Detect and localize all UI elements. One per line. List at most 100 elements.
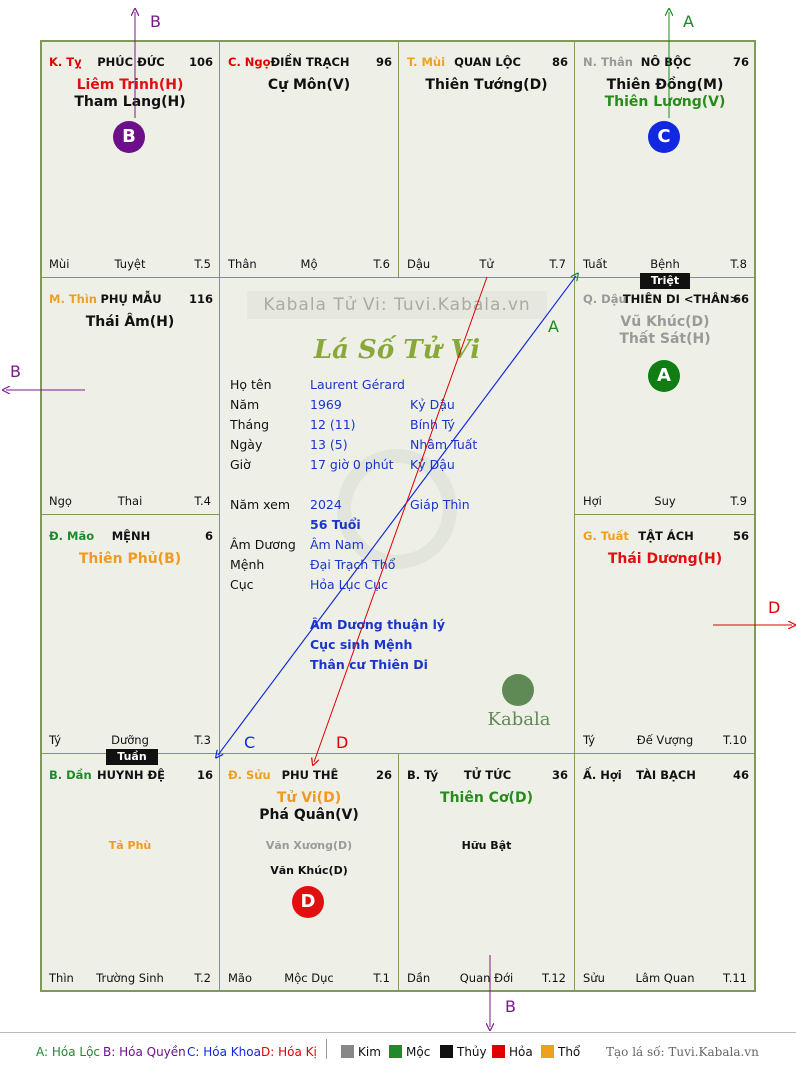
moc-label: Mộc — [406, 1045, 431, 1059]
minor-star: Tả Phù — [108, 839, 152, 852]
legend-thuy: Thủy — [440, 1045, 487, 1059]
age-label: T.12 — [542, 971, 566, 985]
palace-number: 116 — [188, 292, 213, 306]
legend-hoa-quyen: B: Hóa Quyền — [103, 1045, 186, 1059]
palace-number: 26 — [375, 768, 392, 782]
major-star: Tham Lang(H) — [74, 94, 186, 110]
major-star: Thất Sát(H) — [619, 331, 711, 347]
minor-star: Văn Xương(D) — [265, 839, 353, 852]
kim-swatch — [341, 1045, 354, 1058]
life-stage: Mộ — [300, 257, 318, 271]
age-label: T.11 — [723, 971, 747, 985]
can-chi: B. Tý — [407, 768, 439, 782]
arrow-label-b-left: B — [10, 362, 21, 381]
note-1: Âm Dương thuận lý — [310, 617, 446, 632]
legend-hoa-ki: D: Hóa Kị — [261, 1045, 317, 1059]
thuy-swatch — [440, 1045, 453, 1058]
life-stage: Suy — [654, 494, 676, 508]
palace-name: TÀI BẠCH — [636, 768, 696, 782]
arrow-c-diagonal — [218, 275, 577, 755]
life-stage: Dưỡng — [111, 733, 149, 747]
info-label: Giờ — [230, 457, 251, 472]
legend-tho: Thổ — [541, 1045, 580, 1059]
can-chi: Đ. Mão — [49, 529, 95, 543]
legend-moc: Mộc — [389, 1045, 430, 1059]
note-3: Thân cư Thiên Di — [310, 657, 428, 672]
major-star: Thiên Lương(V) — [604, 94, 726, 110]
palace-name: PHÚC ĐỨC — [97, 55, 165, 69]
palace-name: QUAN LỘC — [454, 55, 521, 69]
legend: A: Hóa Lộc B: Hóa Quyền C: Hóa Khoa D: H… — [0, 1032, 796, 1071]
chi-label: Ngọ — [49, 494, 72, 508]
chi-label: Dần — [407, 971, 431, 985]
can-chi: K. Tỵ — [49, 55, 82, 69]
info-label: Ngày — [230, 437, 263, 452]
chi-label: Tý — [49, 733, 62, 747]
hoa-loc-badge: A — [648, 360, 680, 392]
site-link[interactable]: Tạo lá số: Tuvi.Kabala.vn — [606, 1045, 759, 1059]
info-value: 12 (11) — [310, 417, 356, 432]
palace-tai-bach[interactable]: Ấ. Hợi TÀI BẠCH 46 Sửu Lâm Quan T.11 — [574, 753, 756, 992]
age-label: T.1 — [373, 971, 390, 985]
major-star: Thiên Tướng(D) — [425, 77, 548, 93]
arrow-label-b-top: B — [150, 12, 161, 31]
kabala-logo-icon — [502, 674, 534, 706]
palace-phu-mau[interactable]: M. Thìn PHỤ MẪU 116 Thái Âm(H) Ngọ Thai T.4 — [40, 277, 220, 515]
chi-label: Sửu — [583, 971, 605, 985]
can-chi: Đ. Sửu — [228, 768, 271, 782]
chi-label: Mão — [228, 971, 253, 985]
life-stage: Tử — [479, 257, 494, 271]
palace-name: TỬ TỨC — [463, 768, 512, 782]
palace-tat-ach[interactable]: G. Tuất TẬT ÁCH 56 Thái Dương(H) Tý Đế Vượn… — [574, 514, 756, 754]
info-label: Cục — [230, 577, 254, 592]
palace-number: 86 — [551, 55, 568, 69]
palace-phu-the[interactable]: Đ. Sửu PHU THÊ 26 Tử Vi(D) Phá Quân(V) Văn … — [219, 753, 399, 992]
chi-label: Dậu — [407, 257, 431, 271]
life-stage: Trường Sinh — [96, 971, 164, 985]
age-count: 56 Tuổi — [310, 517, 361, 532]
hoa-swatch — [492, 1045, 505, 1058]
can-chi: N. Thân — [583, 55, 633, 69]
palace-name: TẬT ÁCH — [638, 529, 694, 543]
can-chi: T. Mùi — [407, 55, 446, 69]
major-star: Thiên Đồng(M) — [606, 77, 724, 93]
info-value: Âm Nam — [310, 537, 364, 552]
kim-label: Kim — [358, 1045, 381, 1059]
chi-label: Tý — [583, 733, 596, 747]
arrow-label-a-top: A — [683, 12, 694, 31]
palace-name: HUYNH ĐỆ — [96, 768, 166, 782]
arrow-label-c-mid: C — [244, 733, 256, 752]
can-chi: G. Tuất — [583, 529, 629, 543]
palace-quan-loc[interactable]: T. Mùi QUAN LỘC 86 Thiên Tướng(D) Dậu Tử T.7 — [398, 40, 575, 278]
major-star: Vũ Khúc(D) — [620, 314, 710, 330]
arrow-label-d-right: D — [768, 598, 781, 617]
age-label: T.5 — [194, 257, 211, 271]
minor-star: Hữu Bật — [461, 839, 512, 852]
hoa-quyen-badge: B — [113, 121, 145, 153]
palace-number: 76 — [732, 55, 749, 69]
can-chi: M. Thìn — [49, 292, 97, 306]
age-label: T.7 — [549, 257, 566, 271]
chart-title: Lá Số Tử Vi — [313, 335, 481, 365]
tuan-tag: Tuần — [106, 749, 158, 765]
info-label: Mệnh — [230, 557, 265, 572]
palace-number: 96 — [375, 55, 392, 69]
palace-number: 66 — [732, 292, 749, 306]
life-stage: Lâm Quan — [635, 971, 695, 985]
legend-hoa-khoa: C: Hóa Khoa — [187, 1045, 261, 1059]
age-label: T.10 — [723, 733, 747, 747]
palace-number: 36 — [551, 768, 568, 782]
age-label: T.2 — [194, 971, 211, 985]
life-stage: Thai — [117, 494, 143, 508]
legend-hoa: Hỏa — [492, 1045, 533, 1059]
hoa-ki-badge: D — [292, 886, 324, 918]
info-label: Năm xem — [230, 497, 291, 512]
tho-swatch — [541, 1045, 554, 1058]
major-star: Thái Dương(H) — [607, 551, 723, 567]
palace-name: PHU THÊ — [281, 768, 339, 782]
info-value2: Giáp Thìn — [410, 497, 470, 512]
palace-thien-di[interactable]: Q. Dậu THIÊN DI <THÂN> 66 Vũ Khúc(D) Thất S… — [574, 277, 756, 515]
info-value2: Nhâm Tuất — [410, 437, 478, 452]
arrow-label-a-mid: A — [548, 317, 559, 336]
